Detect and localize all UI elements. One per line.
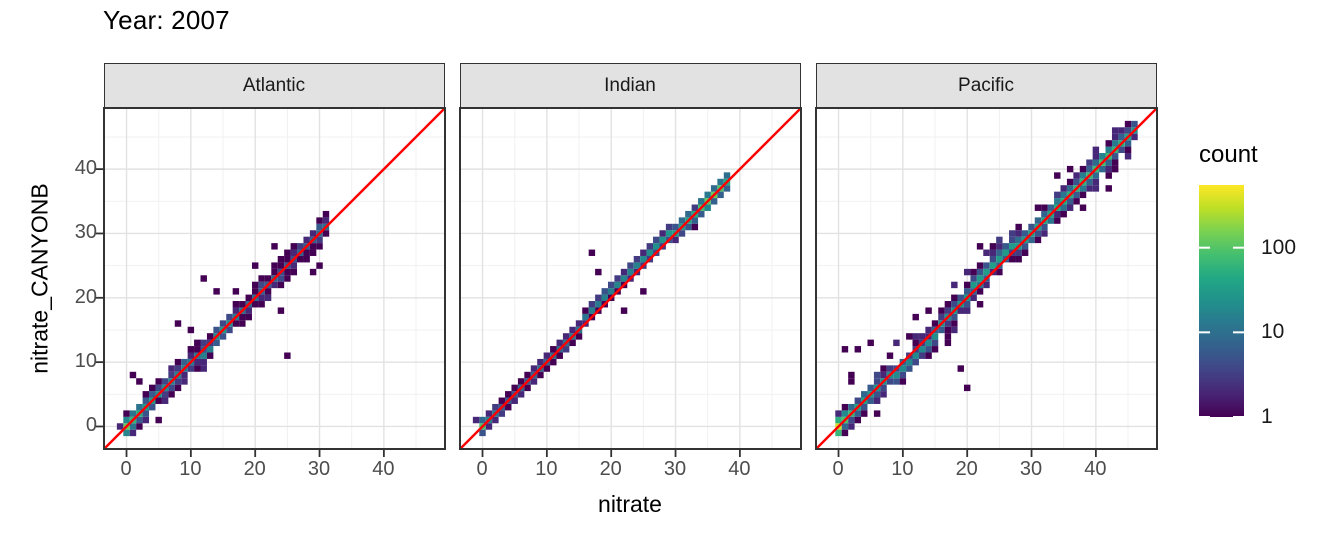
identity-line: [102, 107, 446, 450]
legend-tick-label: 100: [1261, 235, 1297, 259]
gridlines: [459, 108, 801, 449]
identity-line: [458, 107, 802, 450]
facet-panel-indian: [458, 107, 802, 457]
x-tick-label: 0: [832, 458, 844, 480]
x-tick-label: 10: [891, 458, 914, 480]
legend-tick-label: 10: [1261, 320, 1285, 344]
axis-ticks: [837, 450, 1097, 457]
facet-strip-label: Atlantic: [242, 74, 306, 96]
x-tick-label: 40: [728, 458, 751, 480]
legend-gradient-bar: [1199, 185, 1244, 418]
y-tick-label: 20: [74, 285, 97, 308]
y-tick-label: 30: [74, 221, 97, 244]
legend-gradient: [1199, 185, 1244, 418]
x-tick-label: 20: [955, 458, 978, 480]
y-axis-title: nitrate_CANYONB: [26, 182, 53, 374]
panel-plot-atlantic: [95, 107, 446, 457]
gridlines: [815, 108, 1157, 449]
panel-plot-indian: [458, 107, 802, 457]
x-axis-title: nitrate: [598, 491, 662, 517]
facet-strip-indian: Indian: [459, 63, 801, 108]
y-tick-label: 10: [74, 350, 97, 373]
x-tick-label: 30: [1019, 458, 1043, 480]
facet-strip-label: Pacific: [958, 74, 1014, 96]
facet-panel-atlantic: [95, 107, 446, 457]
x-tick-label: 40: [1084, 458, 1107, 480]
legend-title: count: [1199, 141, 1258, 168]
axis-ticks: [481, 450, 741, 457]
x-tick-label: 0: [476, 458, 488, 480]
x-tick-label: 40: [372, 458, 395, 480]
x-tick-label: 0: [120, 458, 132, 480]
x-tick-label: 20: [599, 458, 622, 480]
panel-plot-pacific: [814, 107, 1158, 457]
x-tick-label: 20: [243, 458, 266, 480]
bin-tiles: [116, 210, 329, 437]
x-tick-label: 30: [307, 458, 331, 480]
axis-ticks: [95, 168, 385, 457]
identity-line: [814, 107, 1158, 450]
x-tick-label: 10: [179, 458, 202, 480]
y-tick-label: 40: [74, 157, 97, 180]
plot-title: Year: 2007: [103, 5, 230, 35]
facet-strip-pacific: Pacific: [815, 63, 1157, 108]
x-tick-label: 10: [535, 458, 558, 480]
y-tick-label: 0: [85, 414, 97, 437]
facet-strip-atlantic: Atlantic: [103, 63, 445, 108]
x-tick-label: 30: [663, 458, 687, 480]
facet-strip-label: Indian: [604, 74, 656, 96]
facet-panel-pacific: [814, 107, 1158, 457]
legend-tick-label: 1: [1261, 405, 1273, 428]
